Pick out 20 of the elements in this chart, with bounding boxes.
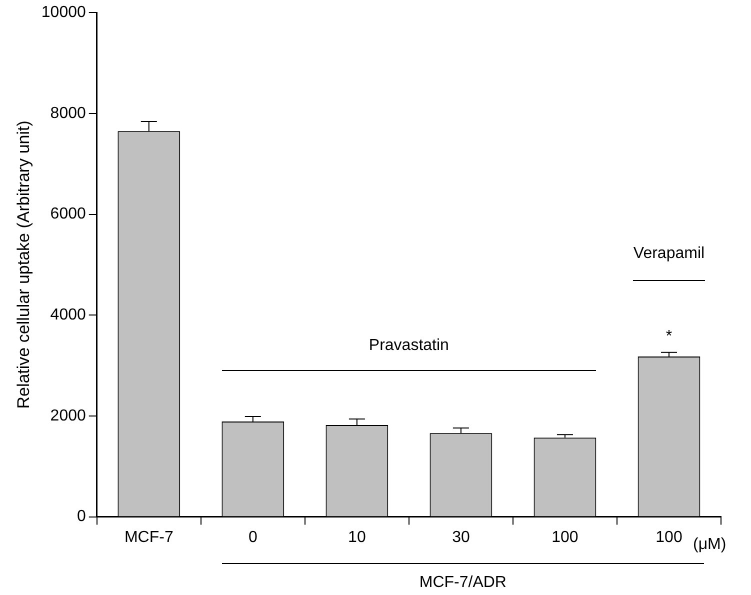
x-tick-label: 100: [656, 528, 682, 546]
y-tick-label: 10000: [41, 4, 86, 22]
annotation: Verapamil: [632, 244, 705, 264]
bracket-label: Pravastatin: [222, 336, 596, 380]
y-tick-label: 2000: [50, 407, 86, 424]
x-tick-label: 0: [248, 528, 258, 546]
bracket-label: MCF-7/ADR: [222, 552, 704, 593]
y-tick-label: 0: [76, 508, 86, 526]
y-tick-label: 4000: [50, 306, 86, 324]
bracket-label: Verapamil: [632, 244, 705, 290]
annotation: Pravastatin: [368, 336, 450, 356]
text: (μM): [692, 536, 726, 554]
annotation: *: [666, 328, 672, 345]
y-axis-title: Relative cellular uptake (Arbitrary unit): [14, 120, 33, 409]
y-tick-label: 6000: [50, 206, 86, 223]
x-tick-label: MCF-7: [124, 528, 174, 546]
x-tick-label: 10: [348, 528, 366, 546]
x-tick-label: 30: [452, 528, 470, 546]
x-tick-label: 100: [552, 528, 578, 546]
y-tick-label: 8000: [50, 104, 86, 122]
